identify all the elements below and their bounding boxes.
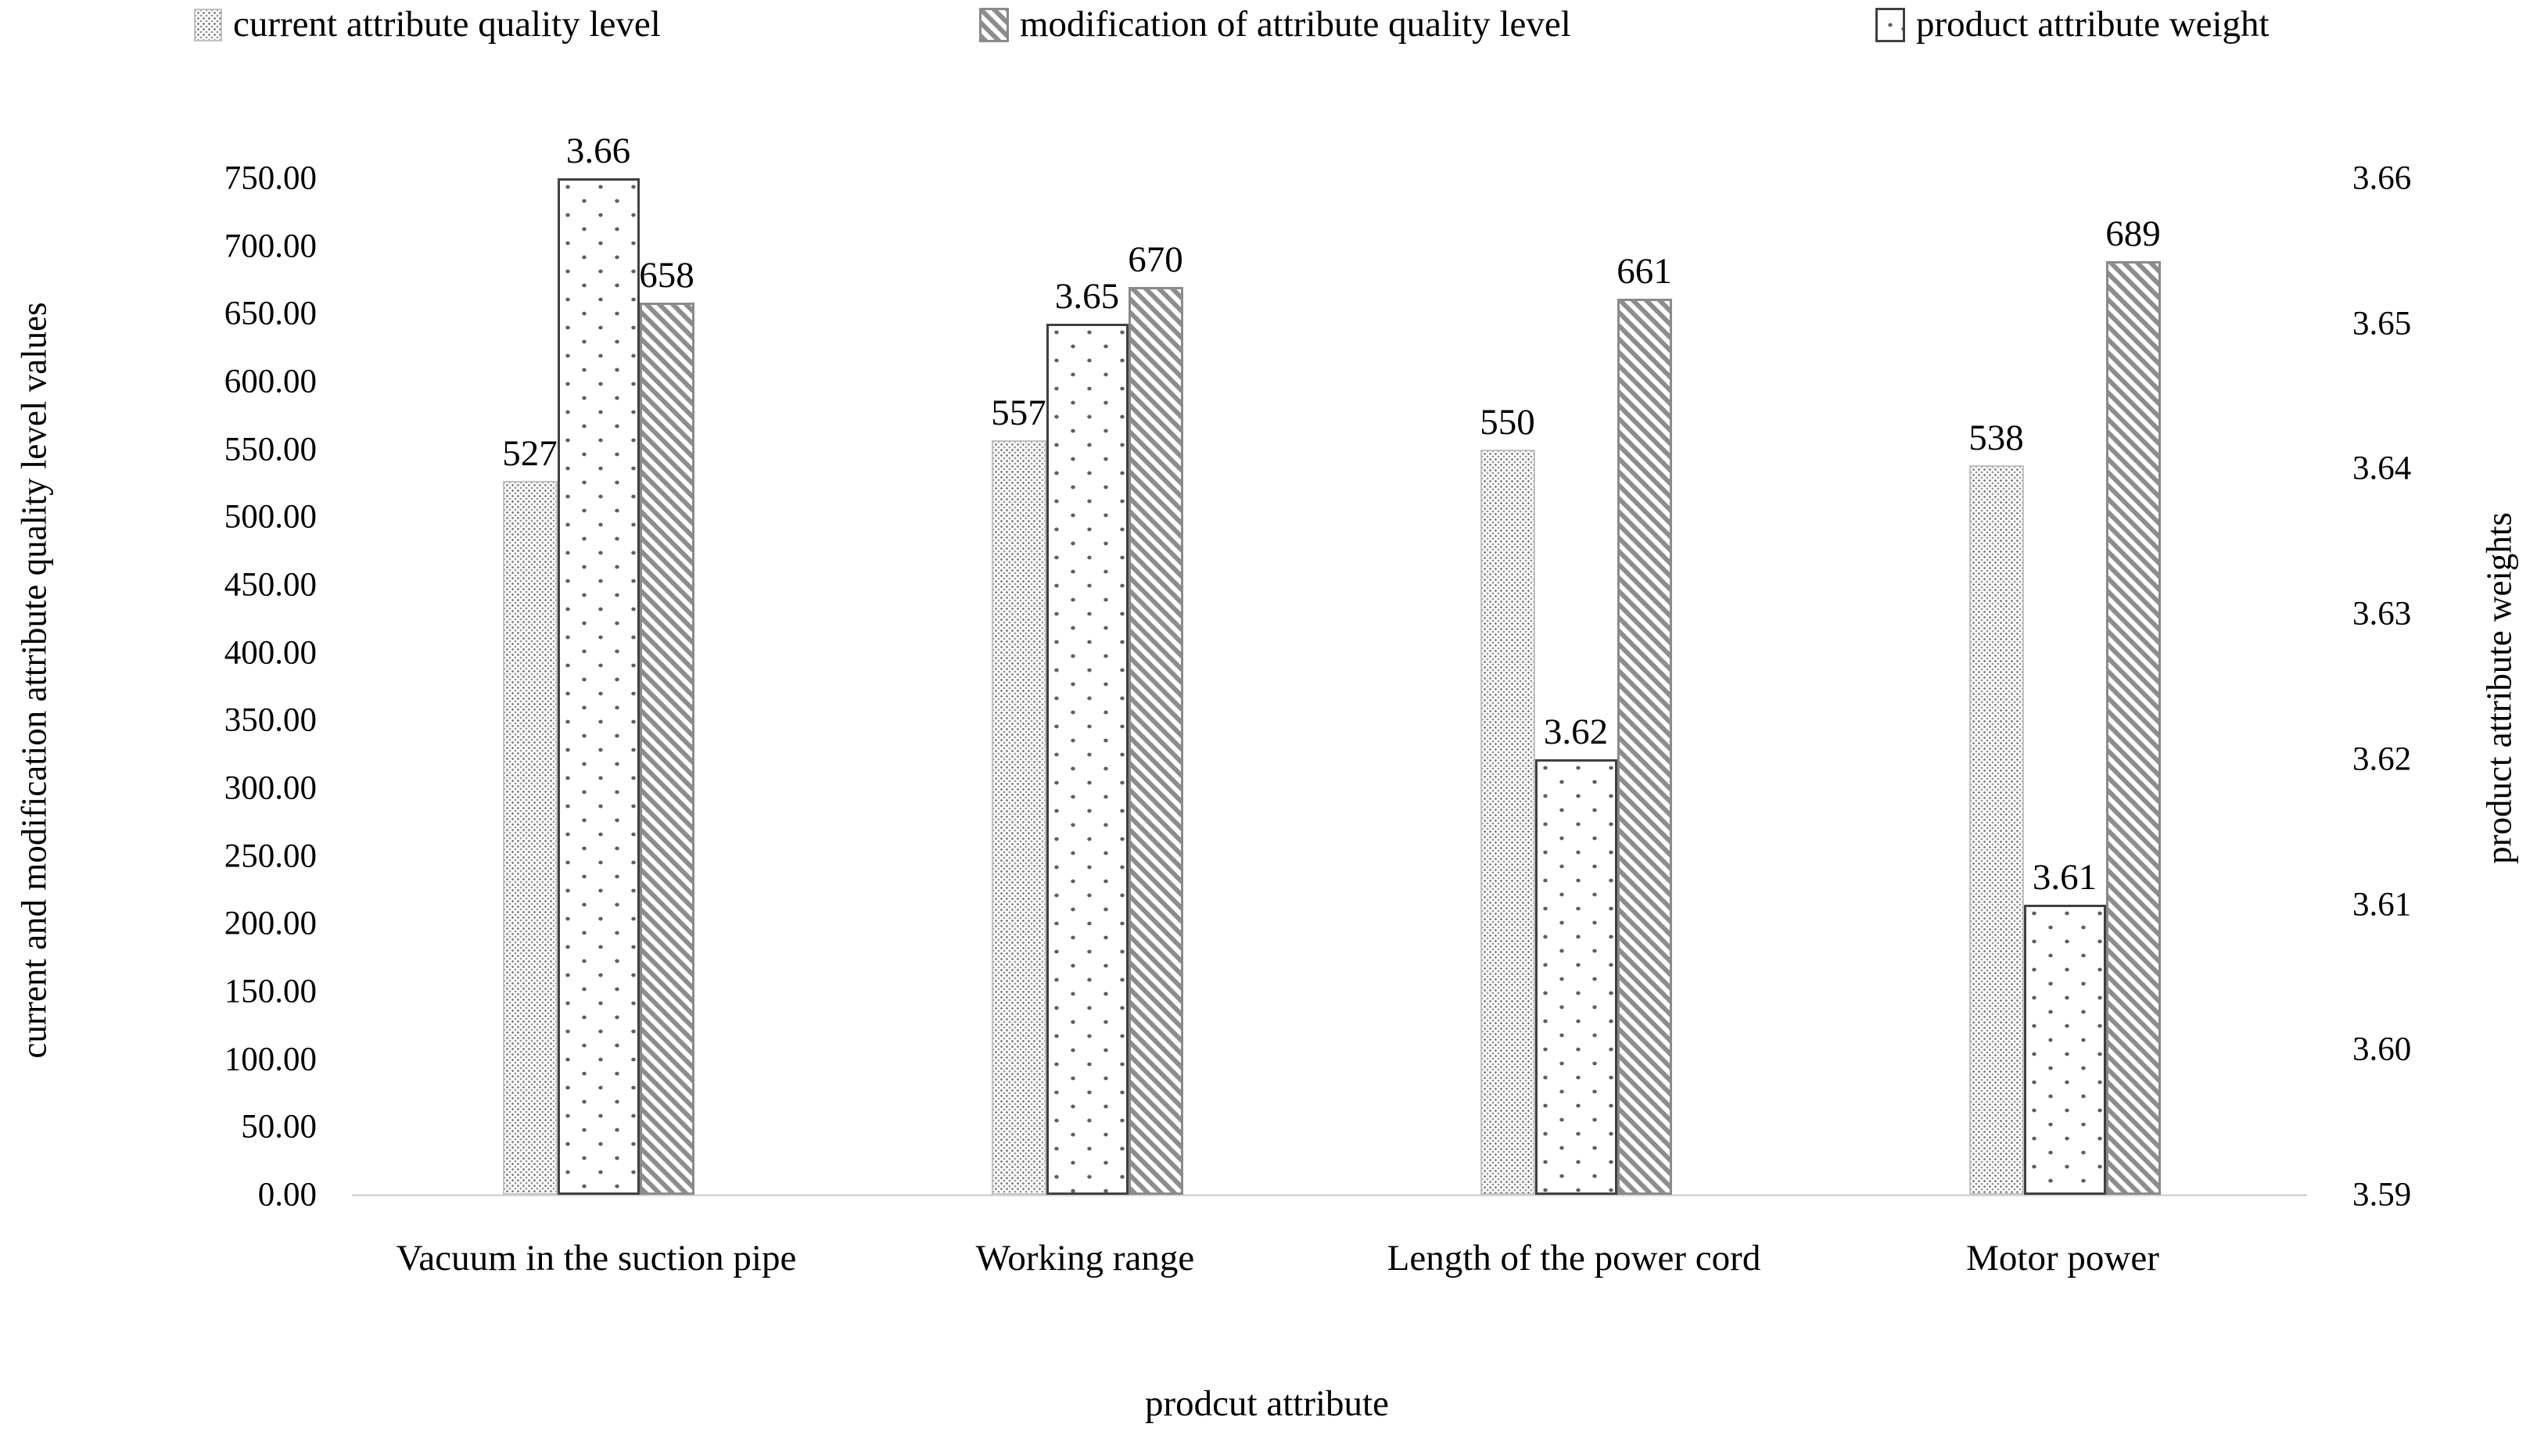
bar-diagonal-hatch-4 <box>2105 261 2161 1195</box>
left-axis-tick-label: 700.00 <box>224 228 317 265</box>
bar-sparse-dots-2 <box>1046 324 1129 1195</box>
left-axis-tick-label: 550.00 <box>224 431 317 468</box>
bar-dense-dots-3 <box>1480 450 1535 1195</box>
data-label: 3.62 <box>1543 712 1609 752</box>
left-axis-tick-label: 50.00 <box>241 1108 317 1146</box>
x-category-label: Vacuum in the suction pipe <box>396 1238 797 1278</box>
x-category-label: Motor power <box>1966 1238 2159 1278</box>
left-axis-tick-label: 600.00 <box>224 363 317 400</box>
left-axis-tick-label: 250.00 <box>224 837 317 875</box>
left-axis-tick-label: 350.00 <box>224 701 317 739</box>
left-axis-tick-label: 100.00 <box>224 1041 317 1078</box>
left-axis-tick-label: 400.00 <box>224 634 317 672</box>
left-axis-tick-label: 150.00 <box>224 973 317 1010</box>
right-axis-tick-label: 3.63 <box>2352 595 2412 633</box>
legend-label: modification of attribute quality level <box>1020 4 1571 45</box>
dense-dots-legend-swatch-icon <box>194 8 222 41</box>
right-axis-tick-label: 3.64 <box>2352 450 2412 487</box>
legend-label: product attribute weight <box>1916 4 2270 45</box>
right-axis-tick-label: 3.59 <box>2352 1176 2412 1214</box>
bar-sparse-dots-4 <box>2023 905 2106 1195</box>
bar-diagonal-hatch-1 <box>639 303 694 1195</box>
left-axis-tick-label: 0.00 <box>257 1176 317 1214</box>
bar-dense-dots-1 <box>502 481 558 1195</box>
data-label: 3.66 <box>565 131 631 171</box>
data-label: 3.61 <box>2032 857 2097 898</box>
left-axis-tick-label: 750.00 <box>224 160 317 197</box>
right-axis-tick-label: 3.62 <box>2352 741 2412 778</box>
legend-label: current attribute quality level <box>233 4 661 45</box>
right-axis-tick-label: 3.60 <box>2352 1031 2412 1068</box>
data-label: 658 <box>639 255 694 296</box>
legend-item: modification of attribute quality level <box>979 6 1571 43</box>
bar-diagonal-hatch-2 <box>1128 287 1183 1195</box>
data-label: 3.65 <box>1054 276 1120 317</box>
data-label: 538 <box>1968 418 2024 458</box>
x-axis-title: prodcut attribute <box>1145 1383 1389 1424</box>
left-axis-tick-label: 500.00 <box>224 498 317 536</box>
left-axis-tick-label: 200.00 <box>224 905 317 942</box>
right-axis-tick-label: 3.65 <box>2352 305 2412 342</box>
right-axis-title: product attribute weights <box>2479 512 2519 864</box>
left-axis-tick-label: 650.00 <box>224 295 317 332</box>
x-category-label: Working range <box>975 1238 1195 1278</box>
bar-dense-dots-2 <box>991 440 1046 1195</box>
right-axis-tick-label: 3.61 <box>2352 886 2412 923</box>
diagonal-hatch-legend-swatch-icon <box>979 7 1009 42</box>
data-label: 661 <box>1617 251 1672 292</box>
sparse-dots-legend-swatch-icon <box>1875 7 1905 42</box>
right-axis-tick-label: 3.66 <box>2352 160 2412 197</box>
data-label: 689 <box>2105 213 2161 254</box>
left-axis-title: current and modification attribute quali… <box>14 302 54 1059</box>
left-axis-tick-label: 450.00 <box>224 566 317 604</box>
bar-diagonal-hatch-3 <box>1617 299 1672 1195</box>
x-category-label: Length of the power cord <box>1387 1238 1761 1278</box>
data-label: 527 <box>502 433 558 474</box>
bar-sparse-dots-1 <box>557 178 640 1195</box>
legend-item: current attribute quality level <box>194 6 661 43</box>
bar-dense-dots-4 <box>1968 465 2024 1195</box>
legend-item: product attribute weight <box>1875 6 2270 43</box>
bar-sparse-dots-3 <box>1534 759 1617 1195</box>
left-axis-tick-label: 300.00 <box>224 769 317 807</box>
data-label: 550 <box>1480 402 1535 443</box>
data-label: 670 <box>1128 239 1183 280</box>
data-label: 557 <box>991 393 1046 433</box>
x-axis-baseline <box>352 1194 2307 1196</box>
